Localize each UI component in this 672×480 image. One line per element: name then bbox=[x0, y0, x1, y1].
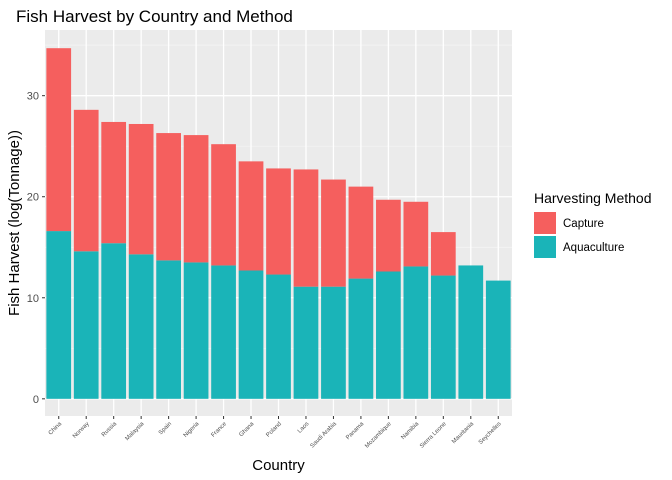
legend-title: Harvesting Method bbox=[534, 190, 652, 206]
bar-aquaculture bbox=[73, 251, 99, 399]
bar-aquaculture bbox=[183, 262, 209, 399]
bar-capture bbox=[266, 168, 291, 275]
bar-aquaculture bbox=[485, 280, 511, 399]
bar-aquaculture bbox=[348, 278, 374, 399]
y-tick-label: 20 bbox=[27, 192, 39, 204]
bar-aquaculture bbox=[321, 286, 346, 399]
bar-aquaculture bbox=[458, 265, 484, 399]
legend-swatch-capture bbox=[534, 212, 556, 234]
bar-capture bbox=[321, 179, 346, 287]
bar-capture bbox=[46, 48, 72, 232]
bar-aquaculture bbox=[211, 265, 236, 399]
bar-capture bbox=[183, 135, 209, 263]
legend-label-aquaculture: Aquaculture bbox=[563, 242, 624, 254]
bar-capture bbox=[376, 199, 401, 272]
bar-capture bbox=[403, 201, 429, 267]
bar-capture bbox=[101, 121, 127, 244]
bar-capture bbox=[156, 133, 181, 261]
bar-aquaculture bbox=[128, 254, 154, 399]
legend-swatch-aquaculture bbox=[534, 236, 556, 258]
bar-capture bbox=[430, 232, 456, 276]
bar-aquaculture bbox=[266, 274, 291, 399]
x-axis-title: Country bbox=[252, 457, 305, 474]
legend-label-capture: Capture bbox=[563, 218, 604, 230]
bar-aquaculture bbox=[101, 243, 127, 399]
y-axis: 0 10 20 30 bbox=[27, 91, 45, 406]
chart-title: Fish Harvest by Country and Method bbox=[16, 7, 293, 26]
bar-capture bbox=[238, 161, 264, 271]
legend: Harvesting Method Capture Aquaculture bbox=[534, 190, 652, 258]
bar-aquaculture bbox=[430, 275, 456, 399]
bar-aquaculture bbox=[293, 286, 319, 399]
bar-aquaculture bbox=[238, 270, 264, 399]
bar-capture bbox=[128, 123, 154, 255]
bar-capture bbox=[211, 144, 236, 266]
bar-aquaculture bbox=[46, 231, 72, 399]
y-tick-label: 0 bbox=[33, 394, 39, 406]
bars bbox=[46, 48, 511, 399]
y-axis-title: Fish Harvest (log(Tonnage)) bbox=[6, 130, 23, 316]
y-tick-label: 10 bbox=[27, 293, 39, 305]
bar-capture bbox=[293, 169, 319, 287]
y-tick-label: 30 bbox=[27, 91, 39, 103]
bar-aquaculture bbox=[156, 260, 181, 399]
bar-capture bbox=[73, 109, 99, 252]
bar-aquaculture bbox=[403, 266, 429, 399]
bar-aquaculture bbox=[376, 271, 401, 399]
bar-capture bbox=[348, 186, 374, 279]
